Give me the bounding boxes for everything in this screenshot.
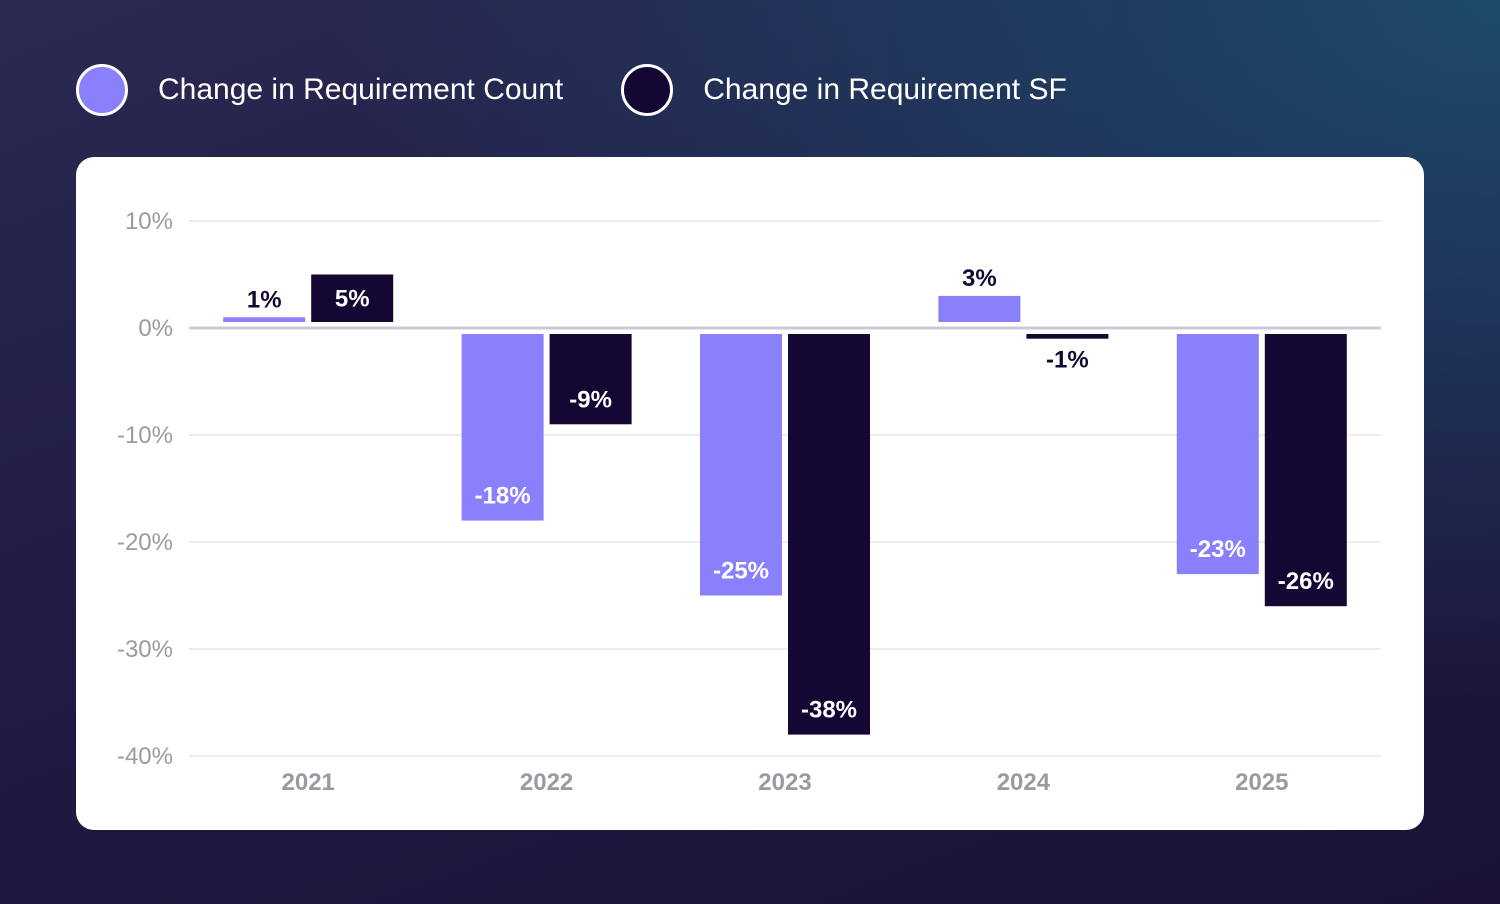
data-label: -38% [801, 697, 857, 724]
x-tick-label: 2024 [997, 769, 1051, 796]
data-labels: 1% 5% -18% -9% -25% -38% 3% -1% -23% -26% [247, 265, 1334, 724]
data-label: 3% [962, 265, 997, 292]
legend-swatch-count [76, 64, 128, 116]
bar-count-2023 [700, 334, 782, 596]
bar-sf-2021 [311, 274, 394, 322]
data-label: -9% [569, 386, 612, 413]
y-tick-label: 10% [125, 208, 173, 235]
bar-count-2024 [938, 295, 1021, 322]
bar-sf-2022 [549, 334, 632, 425]
data-label: -25% [713, 558, 769, 585]
bar-count-2022 [461, 334, 544, 521]
data-label: 1% [247, 286, 282, 313]
bar-sf-2023 [788, 334, 870, 735]
y-tick-label: -20% [117, 529, 173, 556]
bar-count-2021 [223, 317, 306, 322]
chart-legend: Change in Requirement Count Change in Re… [76, 60, 1125, 120]
bar-sf-2025 [1264, 334, 1347, 607]
legend-item-sf: Change in Requirement SF [621, 64, 1067, 116]
chart-card: 10% 0% -10% -20% -30% -40% 1% 5% -18% -9% -25% -38… [76, 157, 1424, 830]
data-label: -18% [475, 483, 531, 510]
x-tick-label: 2025 [1235, 769, 1288, 796]
legend-label-sf: Change in Requirement SF [703, 73, 1067, 106]
y-axis-ticks: 10% 0% -10% -20% -30% -40% [117, 208, 173, 770]
y-tick-label: 0% [138, 315, 173, 342]
bar-sf-2024 [1026, 334, 1109, 339]
y-tick-label: -10% [117, 422, 173, 449]
y-tick-label: -30% [117, 636, 173, 663]
data-label: -26% [1278, 568, 1334, 595]
data-label: -1% [1046, 347, 1089, 374]
bars [223, 274, 1347, 735]
x-axis-ticks: 2021 2022 2023 2024 2025 [282, 769, 1289, 796]
legend-label-count: Change in Requirement Count [158, 73, 564, 106]
x-tick-label: 2021 [282, 769, 335, 796]
x-tick-label: 2023 [758, 769, 811, 796]
x-tick-label: 2022 [520, 769, 573, 796]
bar-chart: 10% 0% -10% -20% -30% -40% 1% 5% -18% -9% -25% -38… [117, 208, 1381, 796]
bar-count-2025 [1176, 334, 1259, 575]
legend-swatch-sf [621, 64, 674, 116]
legend-item-count: Change in Requirement Count [76, 64, 563, 116]
y-tick-label: -40% [117, 743, 173, 770]
data-label: -23% [1190, 536, 1246, 563]
data-label: 5% [335, 286, 370, 313]
